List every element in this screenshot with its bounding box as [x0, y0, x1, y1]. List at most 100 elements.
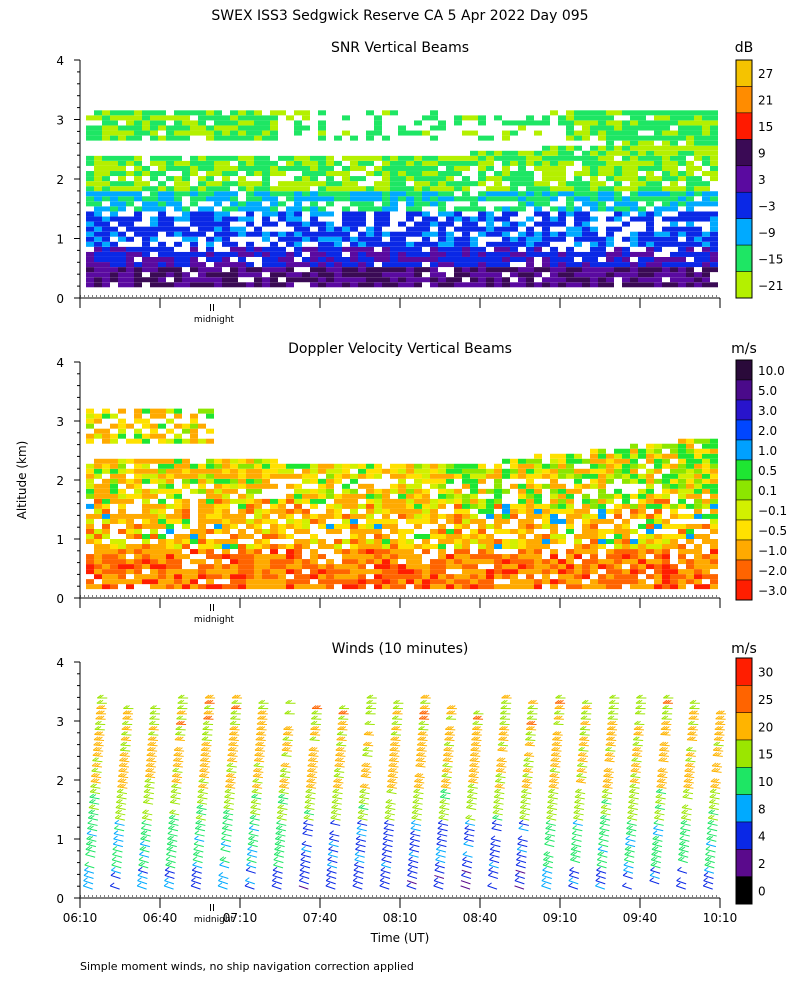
snr-cell [686, 216, 694, 222]
doppler-cell [478, 503, 486, 509]
doppler-cell [702, 458, 710, 464]
doppler-cell [190, 569, 198, 575]
snr-cell [622, 246, 630, 252]
doppler-cell [286, 483, 294, 489]
doppler-cell [254, 503, 262, 509]
snr-cell [134, 171, 142, 177]
wind-barb-feather [230, 773, 235, 778]
snr-cell [166, 246, 174, 252]
snr-cell [318, 277, 326, 283]
doppler-cell [222, 503, 230, 509]
wind-barb [87, 822, 98, 826]
snr-cell [246, 120, 254, 126]
doppler-cell [566, 579, 574, 585]
doppler-cell [206, 579, 214, 585]
doppler-cell [406, 544, 414, 550]
doppler-cell [662, 534, 670, 539]
snr-cell [534, 130, 542, 136]
wind-barb-feather [231, 694, 237, 699]
snr-cell [246, 267, 254, 273]
snr-cell [342, 115, 350, 121]
doppler-cell [662, 473, 670, 479]
snr-cell [150, 206, 158, 212]
doppler-cell [598, 478, 606, 484]
colorbar-label: 15 [758, 120, 773, 134]
wind-barb-feather [303, 809, 309, 814]
doppler-cell [382, 559, 390, 565]
snr-cell [662, 120, 670, 126]
wind-barb-feather [285, 726, 291, 730]
doppler-cell [494, 518, 502, 524]
snr-cell [134, 196, 142, 202]
snr-cell [102, 196, 110, 202]
doppler-cell [390, 473, 398, 479]
snr-cell [438, 226, 446, 232]
doppler-cell [198, 559, 206, 565]
snr-cell [262, 160, 270, 166]
wind-barb-feather [283, 747, 289, 751]
wind-barb [304, 801, 315, 805]
doppler-cell [150, 564, 158, 570]
doppler-cell [702, 554, 710, 560]
wind-barb-feather [204, 699, 209, 704]
snr-cell [302, 262, 310, 268]
snr-cell [94, 267, 102, 273]
snr-cell [502, 231, 510, 237]
doppler-cell [358, 523, 366, 529]
wind-barb-feather [120, 762, 126, 767]
snr-cell [518, 277, 526, 283]
snr-cell [86, 155, 94, 161]
doppler-cell [110, 433, 118, 439]
snr-cell [526, 160, 534, 166]
wind-barb [247, 848, 258, 853]
doppler-cell [614, 534, 622, 539]
snr-cell [342, 267, 350, 273]
snr-cell [262, 120, 270, 126]
snr-cell [678, 186, 686, 192]
doppler-cell [702, 453, 710, 459]
wind-barb-feather [198, 809, 203, 814]
snr-cell [446, 282, 454, 288]
snr-cell [438, 262, 446, 268]
snr-cell [582, 115, 590, 121]
snr-cell [206, 257, 214, 263]
snr-cell [158, 165, 166, 171]
doppler-cell [438, 528, 446, 534]
snr-cell [150, 196, 158, 202]
snr-cell [662, 186, 670, 192]
snr-cell [614, 165, 622, 171]
wind-barb-feather [166, 851, 171, 855]
snr-cell [414, 171, 422, 177]
doppler-cell [206, 549, 214, 555]
wind-barb-feather [287, 699, 293, 704]
snr-cell [606, 226, 614, 232]
wind-barb-feather [306, 809, 311, 814]
doppler-cell [606, 458, 614, 464]
snr-cell [470, 155, 478, 161]
snr-cell [630, 196, 638, 202]
snr-cell [622, 165, 630, 171]
snr-cell [582, 236, 590, 242]
snr-cell [614, 272, 622, 278]
doppler-cell [550, 539, 558, 545]
doppler-cell [206, 513, 214, 519]
snr-cell [686, 226, 694, 232]
snr-cell [430, 201, 438, 207]
snr-cell [342, 186, 350, 192]
doppler-cell [270, 534, 278, 539]
snr-cell [238, 226, 246, 232]
wind-barb [168, 822, 179, 826]
wind-barb-feather [310, 778, 316, 783]
snr-cell [342, 130, 350, 136]
doppler-cell [670, 483, 678, 489]
doppler-cell [670, 539, 678, 545]
wind-barb-feather [250, 804, 255, 808]
doppler-cell [382, 544, 390, 550]
snr-cell [710, 221, 718, 227]
snr-cell [366, 241, 374, 247]
snr-cell [86, 115, 94, 121]
doppler-cell [590, 544, 598, 550]
doppler-cell [350, 554, 358, 560]
snr-cell [350, 216, 358, 222]
snr-cell [566, 196, 574, 202]
